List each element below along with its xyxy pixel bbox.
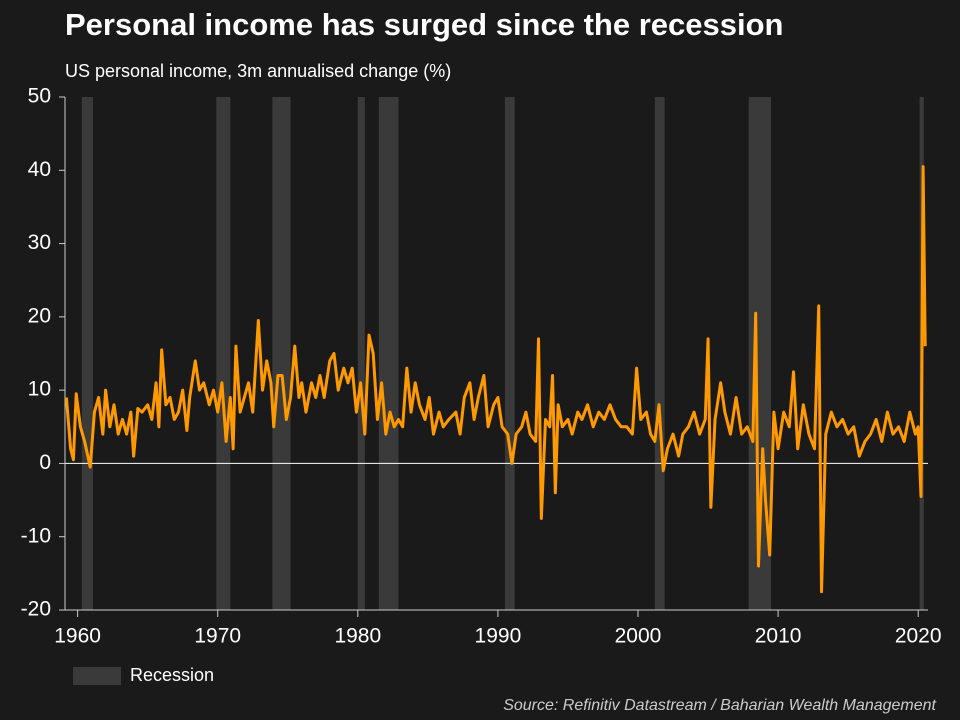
x-tick-label: 1990 xyxy=(475,625,522,648)
recession-band xyxy=(357,97,365,610)
x-tick-label: 1970 xyxy=(194,625,241,648)
x-tick-label: 1960 xyxy=(54,625,101,648)
chart-title: Personal income has surged since the rec… xyxy=(65,7,783,42)
x-tick-label: 2010 xyxy=(755,625,802,648)
x-tick-label: 2020 xyxy=(895,625,942,648)
legend-swatch xyxy=(73,667,121,685)
line-series xyxy=(64,165,927,594)
recession-band xyxy=(216,97,231,610)
y-tick-label: 0 xyxy=(39,451,51,474)
y-tick-label: 40 xyxy=(28,158,51,181)
chart-subtitle: US personal income, 3m annualised change… xyxy=(65,61,451,81)
x-tick-label: 1980 xyxy=(334,625,381,648)
x-tick-label: 2000 xyxy=(615,625,662,648)
y-tick-label: -20 xyxy=(21,598,51,621)
recession-band xyxy=(272,97,291,610)
legend-label: Recession xyxy=(130,665,214,685)
source: Source: Refinitiv Datastream / Baharian … xyxy=(503,697,936,714)
y-tick-label: 50 xyxy=(28,85,51,108)
recession-band xyxy=(81,97,94,610)
recession-band xyxy=(504,97,515,610)
y-tick-label: 20 xyxy=(28,304,51,327)
recession-band xyxy=(378,97,399,610)
y-tick-label: -10 xyxy=(21,524,51,547)
recession-band xyxy=(654,97,665,610)
y-tick-label: 30 xyxy=(28,231,51,254)
y-tick-label: 10 xyxy=(28,378,51,401)
